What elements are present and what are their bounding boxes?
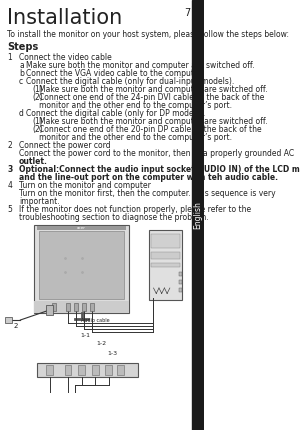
Text: If the monitor does not function properly, please refer to the: If the monitor does not function properl… xyxy=(19,205,251,214)
Bar xyxy=(152,263,180,267)
Text: Connect the power cord: Connect the power cord xyxy=(19,141,111,150)
Text: (2): (2) xyxy=(33,125,44,134)
Bar xyxy=(64,365,71,375)
Text: (2): (2) xyxy=(33,93,44,102)
Bar xyxy=(46,305,53,315)
Text: 2: 2 xyxy=(14,323,18,329)
Bar xyxy=(37,226,126,230)
Text: English: English xyxy=(194,201,202,229)
Text: monitor and the other end to the computer’s port.: monitor and the other end to the compute… xyxy=(39,133,233,142)
Text: 1-3: 1-3 xyxy=(107,351,117,356)
Text: Audio cable: Audio cable xyxy=(81,318,110,323)
Bar xyxy=(52,303,56,311)
Text: Connect the digital cable (only for dual-input models).: Connect the digital cable (only for dual… xyxy=(26,77,234,86)
Text: Connect one end of the 20-pin DP cable to the back of the: Connect one end of the 20-pin DP cable t… xyxy=(39,125,262,134)
Text: 3: 3 xyxy=(8,165,13,174)
Text: monitor and the other end to the computer’s port.: monitor and the other end to the compute… xyxy=(39,101,233,110)
Text: Steps: Steps xyxy=(7,42,38,52)
Bar xyxy=(66,303,70,311)
Text: and the line-out port on the computer with teh audio cable.: and the line-out port on the computer wi… xyxy=(19,173,278,182)
Bar xyxy=(34,301,129,313)
Text: 5: 5 xyxy=(8,205,12,214)
Text: (1): (1) xyxy=(33,85,44,94)
Text: Connect the power cord to the monitor, then to a properly grounded AC: Connect the power cord to the monitor, t… xyxy=(19,149,294,158)
Text: acer: acer xyxy=(77,226,86,230)
Text: c: c xyxy=(19,77,23,86)
Bar xyxy=(90,303,94,311)
Text: Make sure both the monitor and computer are switched off.: Make sure both the monitor and computer … xyxy=(39,85,268,94)
Bar xyxy=(149,230,182,300)
Bar xyxy=(192,0,204,430)
Text: (1): (1) xyxy=(33,117,44,126)
Text: Make sure both the monitor and computer are switched off.: Make sure both the monitor and computer … xyxy=(39,117,268,126)
Text: outlet.: outlet. xyxy=(19,157,48,166)
Bar xyxy=(82,303,86,311)
Text: 1-2: 1-2 xyxy=(97,341,107,346)
Text: important.: important. xyxy=(19,197,60,206)
Text: a: a xyxy=(19,61,24,70)
Text: 7: 7 xyxy=(184,8,191,18)
Text: Turn on the monitor and computer: Turn on the monitor and computer xyxy=(19,181,151,190)
Bar xyxy=(34,225,129,313)
Bar xyxy=(38,363,138,377)
Text: Connect the video cable: Connect the video cable xyxy=(19,53,112,62)
Bar xyxy=(152,252,180,259)
Bar xyxy=(117,365,124,375)
Text: troubleshooting section to diagnose the problem.: troubleshooting section to diagnose the … xyxy=(19,213,208,222)
Text: To install the monitor on your host system, please follow the steps below:: To install the monitor on your host syst… xyxy=(7,30,289,39)
Bar xyxy=(179,288,182,292)
Text: Make sure both the monitor and computer are switched off.: Make sure both the monitor and computer … xyxy=(26,61,254,70)
Bar xyxy=(179,272,182,276)
Bar xyxy=(105,365,112,375)
Text: Turn on the monitor first, then the computer. This sequence is very: Turn on the monitor first, then the comp… xyxy=(19,189,276,198)
Text: 4: 4 xyxy=(8,181,12,190)
Text: 1-1: 1-1 xyxy=(80,333,90,338)
Text: d: d xyxy=(19,109,24,118)
Text: 1: 1 xyxy=(8,53,12,62)
Text: Connect the digital cable (only for DP models).: Connect the digital cable (only for DP m… xyxy=(26,109,205,118)
Text: Connect one end of the 24-pin DVI cable to the back of the: Connect one end of the 24-pin DVI cable … xyxy=(39,93,265,102)
Text: Installation: Installation xyxy=(7,8,122,28)
Text: Connect the VGA video cable to the computer.: Connect the VGA video cable to the compu… xyxy=(26,69,203,78)
Text: Optional:Connect the audio input socket(AUDIO IN) of the LCD monitor: Optional:Connect the audio input socket(… xyxy=(19,165,300,174)
Bar xyxy=(74,303,78,311)
Bar xyxy=(92,365,98,375)
Bar xyxy=(46,365,53,375)
Bar xyxy=(78,365,85,375)
Bar xyxy=(39,231,124,299)
Text: b: b xyxy=(19,69,24,78)
Text: 2: 2 xyxy=(8,141,12,150)
Bar xyxy=(179,280,182,284)
Bar xyxy=(5,317,12,323)
Bar xyxy=(152,234,180,248)
